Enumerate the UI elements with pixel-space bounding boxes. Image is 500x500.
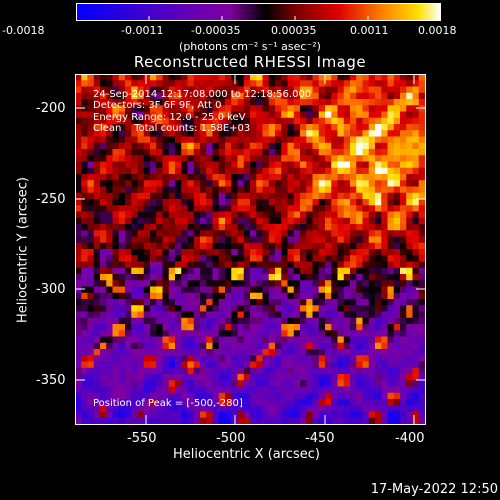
y-tick-label: -300 bbox=[36, 282, 66, 297]
y-tick-label: -250 bbox=[36, 192, 66, 207]
info-clean: Clean Total counts: 1.58E+03 bbox=[93, 123, 251, 134]
axis-ticks bbox=[75, 74, 426, 425]
colorbar-tick-label: 0.00035 bbox=[271, 24, 317, 37]
colorbar-tick-label: 0.0011 bbox=[350, 24, 389, 37]
x-axis-title: Heliocentric X (arcsec) bbox=[173, 447, 320, 462]
info-energy-range: Energy Range: 12.0 - 25.0 keV bbox=[93, 112, 246, 123]
x-tick-label: -500 bbox=[216, 431, 246, 446]
info-time-range: 24-Sep-2014 12:17:08.000 to 12:18:56.000 bbox=[93, 89, 312, 100]
x-tick-label: -400 bbox=[395, 431, 425, 446]
image-title: Reconstructed RHESSI Image bbox=[133, 53, 367, 71]
footer-timestamp: 17-May-2022 12:50 bbox=[370, 482, 498, 497]
rhessi-image bbox=[75, 74, 426, 425]
y-axis-title: Heliocentric Y (arcsec) bbox=[15, 177, 31, 323]
x-tick-label: -450 bbox=[305, 431, 335, 446]
colorbar-tick-label: -0.00035 bbox=[191, 24, 241, 37]
colorbar bbox=[76, 3, 441, 21]
info-peak-position: Position of Peak = [-500,-280] bbox=[93, 398, 243, 409]
y-tick-label: -350 bbox=[36, 373, 66, 388]
y-tick-label: -200 bbox=[36, 101, 66, 116]
colorbar-tick-label: 0.0018 bbox=[418, 24, 457, 37]
colorbar-tick-label: -0.0011 bbox=[121, 24, 164, 37]
plot-frame bbox=[75, 74, 426, 425]
info-detectors: Detectors: 3F 6F 9F, Att 0 bbox=[93, 100, 222, 111]
colorbar-units: (photons cm⁻² s⁻¹ asec⁻²) bbox=[179, 40, 321, 53]
x-tick-label: -550 bbox=[127, 431, 157, 446]
colorbar-tick-label: -0.0018 bbox=[2, 24, 45, 37]
